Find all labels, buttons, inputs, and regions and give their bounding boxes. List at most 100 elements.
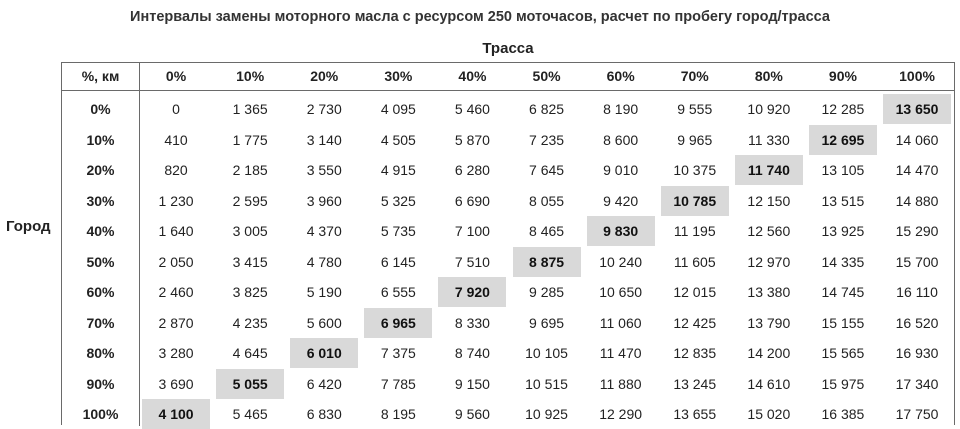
row-header-separator xyxy=(139,63,140,426)
table-cell: 11 470 xyxy=(599,345,642,361)
table-cell: 9 285 xyxy=(529,284,565,300)
table-cell: 13 380 xyxy=(747,284,791,300)
table-cell: 6 555 xyxy=(380,284,416,300)
table-cell: 9 560 xyxy=(454,406,490,422)
table-cell: 14 200 xyxy=(747,345,791,361)
table-cell: 3 415 xyxy=(232,253,268,270)
table-cell: 16 930 xyxy=(895,345,939,361)
row-header: 40% xyxy=(86,223,115,239)
table-cell: 15 565 xyxy=(821,345,865,361)
column-header: 30% xyxy=(384,68,413,84)
table-cell: 6 280 xyxy=(454,162,490,178)
table-cell: 2 460 xyxy=(158,284,194,300)
table-cell: 12 835 xyxy=(673,345,717,361)
row-header: 20% xyxy=(86,162,115,178)
header-separator xyxy=(62,90,954,91)
table-cell: 12 015 xyxy=(673,284,717,300)
table-cell: 4 505 xyxy=(380,131,416,148)
column-header: 10% xyxy=(236,68,265,84)
table-cell: 6 830 xyxy=(306,406,342,422)
table-cell: 9 965 xyxy=(677,131,713,148)
table-cell: 5 870 xyxy=(454,131,490,148)
highlighted-cell: 6 010 xyxy=(290,338,359,368)
table-cell: 4 645 xyxy=(232,345,268,361)
table-cell: 13 790 xyxy=(747,314,791,331)
table-cell: 7 235 xyxy=(529,131,565,148)
table-cell: 4 235 xyxy=(232,314,268,331)
highlighted-cell: 8 875 xyxy=(512,246,581,277)
table-cell: 9 695 xyxy=(529,314,565,331)
table-cell: 410 xyxy=(164,131,188,148)
table-cell: 9 150 xyxy=(454,375,490,392)
corner-header: %, км xyxy=(81,68,120,84)
table-cell: 4 915 xyxy=(380,162,416,178)
table-cell: 820 xyxy=(164,162,188,178)
table-cell: 10 925 xyxy=(525,406,568,422)
highlighted-cell: 4 100 xyxy=(142,399,211,429)
table-cell: 1 230 xyxy=(158,192,194,209)
table-cell: 5 460 xyxy=(454,101,490,117)
table-cell: 16 520 xyxy=(895,314,939,331)
table-cell: 3 825 xyxy=(232,284,268,300)
table-cell: 7 645 xyxy=(529,162,565,178)
column-header: 80% xyxy=(754,68,783,84)
row-header: 0% xyxy=(90,101,111,117)
table-cell: 2 185 xyxy=(232,162,268,178)
table-cell: 8 055 xyxy=(529,192,565,209)
table-cell: 8 330 xyxy=(454,314,490,331)
row-header: 90% xyxy=(86,375,115,392)
table-cell: 2 870 xyxy=(158,314,194,331)
table-cell: 14 745 xyxy=(821,284,865,300)
table-cell: 8 600 xyxy=(603,131,639,148)
table-cell: 3 690 xyxy=(158,375,194,392)
table-cell: 13 655 xyxy=(673,406,717,422)
table-cell: 1 365 xyxy=(232,101,268,117)
highlighted-cell: 5 055 xyxy=(216,368,285,399)
table-cell: 1 775 xyxy=(232,131,268,148)
interval-table: %, км 0% 10% 20% 30% 40% 50% 60% 70% 80% 90% 100% 0… xyxy=(61,62,955,429)
table-cell: 5 465 xyxy=(232,406,268,422)
table-cell: 8 190 xyxy=(603,101,639,117)
highlighted-cell: 13 650 xyxy=(883,94,952,124)
table-cell: 10 105 xyxy=(525,345,568,361)
table-cell: 2 050 xyxy=(158,253,194,270)
table-cell: 5 190 xyxy=(306,284,342,300)
column-header: 70% xyxy=(680,68,709,84)
table-cell: 12 560 xyxy=(747,223,791,239)
column-header: 100% xyxy=(899,68,935,84)
highlighted-cell: 6 965 xyxy=(364,307,433,338)
row-header: 10% xyxy=(86,131,115,148)
highlighted-cell: 11 740 xyxy=(734,155,803,185)
table-cell: 11 330 xyxy=(747,131,790,148)
table-cell: 3 280 xyxy=(158,345,194,361)
column-header: 20% xyxy=(310,68,339,84)
table-cell: 3 550 xyxy=(306,162,342,178)
highlighted-cell: 12 695 xyxy=(808,124,877,155)
table-cell: 12 150 xyxy=(747,192,791,209)
table-cell: 14 060 xyxy=(895,131,939,148)
row-header: 50% xyxy=(86,253,115,270)
table-cell: 5 325 xyxy=(380,192,416,209)
table-cell: 3 005 xyxy=(232,223,268,239)
table-cell: 3 140 xyxy=(306,131,342,148)
table-cell: 10 515 xyxy=(525,375,568,392)
column-header: 90% xyxy=(828,68,857,84)
table-cell: 2 595 xyxy=(232,192,268,209)
table-cell: 17 340 xyxy=(895,375,939,392)
table-cell: 14 470 xyxy=(895,162,939,178)
table-cell: 15 700 xyxy=(895,253,939,270)
table-cell: 13 515 xyxy=(821,192,865,209)
table-cell: 11 195 xyxy=(673,223,716,239)
table-cell: 1 640 xyxy=(158,223,194,239)
table-cell: 9 420 xyxy=(603,192,639,209)
table-cell: 13 925 xyxy=(821,223,865,239)
table-cell: 15 020 xyxy=(747,406,791,422)
highlighted-cell: 7 920 xyxy=(438,277,507,307)
table-cell: 17 750 xyxy=(895,406,939,422)
table-cell: 6 420 xyxy=(306,375,342,392)
table-cell: 7 785 xyxy=(380,375,416,392)
column-header: 0% xyxy=(165,68,187,84)
table-cell: 13 245 xyxy=(673,375,717,392)
table-cell: 4 095 xyxy=(380,101,416,117)
row-header: 70% xyxy=(86,314,115,331)
